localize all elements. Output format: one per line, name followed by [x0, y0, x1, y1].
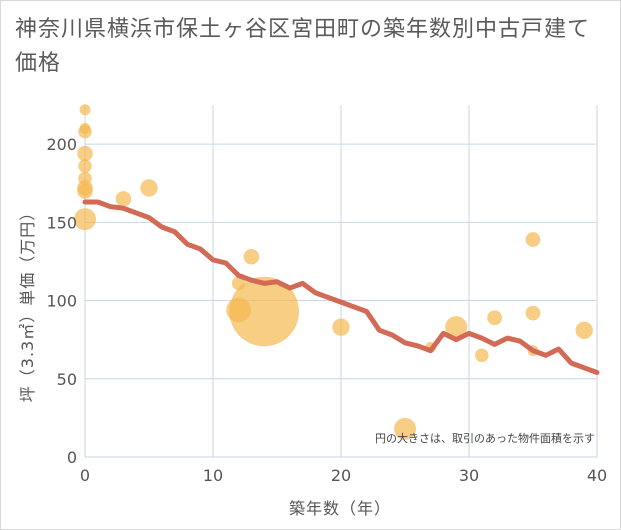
- x-tick-label: 20: [331, 466, 351, 485]
- data-bubble: [79, 104, 91, 116]
- y-tick-label: 150: [46, 213, 77, 232]
- bubble-layer: [74, 104, 593, 440]
- data-bubble: [525, 232, 541, 247]
- chart-title: 神奈川県横浜市保土ヶ谷区宮田町の築年数別中古戸建て価格: [15, 17, 591, 76]
- data-bubble: [77, 145, 93, 162]
- grid-lines: [84, 105, 598, 458]
- data-bubble: [445, 316, 468, 339]
- data-bubble: [243, 248, 260, 265]
- y-tick-label: 100: [46, 292, 77, 311]
- data-bubble: [74, 208, 96, 231]
- data-bubble: [140, 179, 158, 197]
- data-bubble: [394, 417, 416, 440]
- y-tick-label: 50: [57, 370, 77, 389]
- data-bubble: [332, 318, 350, 336]
- tick-labels: 0 10 20 30 40 0 50 100 150 200: [46, 135, 607, 485]
- y-tick-label: 200: [46, 135, 77, 154]
- data-bubble: [77, 183, 93, 199]
- data-bubble: [475, 348, 489, 363]
- trend-layer: [82, 199, 600, 376]
- x-tick-label: 10: [203, 466, 223, 485]
- data-bubble: [78, 159, 92, 173]
- x-axis-title: 築年数（年）: [289, 499, 391, 518]
- data-bubble: [226, 297, 251, 323]
- data-bubble: [229, 276, 299, 347]
- x-tick-label: 30: [459, 466, 479, 485]
- size-note: 円の大きさは、取引のあった物件面積を示す: [375, 431, 595, 445]
- trend-line: [82, 199, 600, 376]
- data-bubble: [575, 321, 593, 339]
- y-axis-title: 坪（3.3㎡）単価（万円）: [18, 204, 37, 402]
- data-bubble: [525, 305, 541, 321]
- data-bubble: [79, 122, 91, 134]
- data-bubble: [78, 171, 92, 186]
- data-bubble: [487, 310, 502, 326]
- x-tick-label: 40: [587, 466, 607, 485]
- x-tick-label: 0: [80, 466, 90, 485]
- data-bubble: [115, 191, 132, 207]
- data-bubble: [231, 276, 246, 291]
- y-tick-label: 0: [67, 448, 77, 467]
